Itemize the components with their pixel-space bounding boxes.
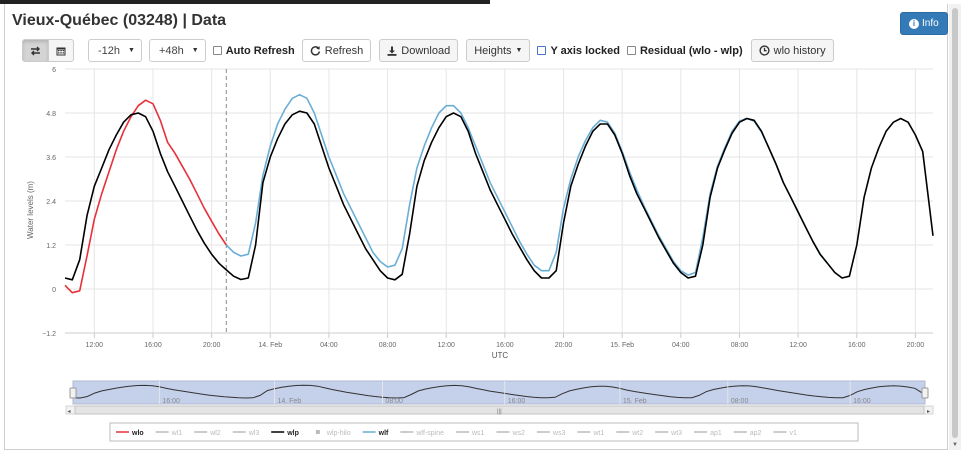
range-forward-select[interactable]: +48h ▼ [148,39,206,62]
download-button[interactable]: Download [379,39,459,62]
swap-arrows-icon [31,46,40,55]
toolbar: -12h ▼ +48h ▼ Auto Refresh Refresh Downl… [22,39,834,62]
top-bar-dark [0,0,490,4]
info-label: Info [922,18,939,29]
scrollbar-thumb[interactable] [952,8,958,438]
info-button[interactable]: i Info [900,12,948,35]
heights-dropdown[interactable]: Heights ▼ [466,39,531,62]
download-label: Download [401,44,451,57]
auto-refresh-label: Auto Refresh [225,44,295,57]
wlo-history-button[interactable]: wlo history [750,39,834,62]
refresh-icon [310,46,320,56]
top-bar [0,0,961,4]
heights-label: Heights [474,44,512,57]
range-forward-value: +48h [158,44,184,57]
refresh-label: Refresh [324,44,364,57]
checkbox-box[interactable] [537,46,547,55]
clock-icon [759,45,770,56]
calendar-icon [56,47,66,55]
info-icon: i [909,18,919,29]
view-toggle-group [22,39,74,62]
residual-checkbox[interactable]: Residual (wlo - wlp) [626,44,743,57]
y-axis-locked-label: Y axis locked [550,44,620,57]
download-icon [387,46,397,56]
page-title: Vieux-Québec (03248) | Data [12,12,227,29]
chart-view-button[interactable] [22,39,49,62]
scroll-down-icon[interactable]: ▼ [952,442,958,448]
checkbox-box[interactable] [626,46,636,55]
checkbox-box[interactable] [212,46,222,55]
calendar-button[interactable] [48,39,74,62]
y-axis-locked-checkbox[interactable]: Y axis locked [537,45,620,57]
chevron-down-icon: ▼ [515,47,523,54]
auto-refresh-checkbox[interactable]: Auto Refresh [212,44,295,57]
residual-label: Residual (wlo - wlp) [639,44,743,57]
range-back-value: -12h [98,44,121,57]
chevron-down-icon: ▼ [191,47,199,54]
wlo-history-label: wlo history [773,44,826,57]
range-back-select[interactable]: -12h ▼ [88,39,142,62]
refresh-button[interactable]: Refresh [301,39,372,62]
page-scrollbar[interactable]: ▼ [949,4,961,450]
chevron-down-icon: ▼ [128,47,135,54]
data-panel [4,4,948,450]
